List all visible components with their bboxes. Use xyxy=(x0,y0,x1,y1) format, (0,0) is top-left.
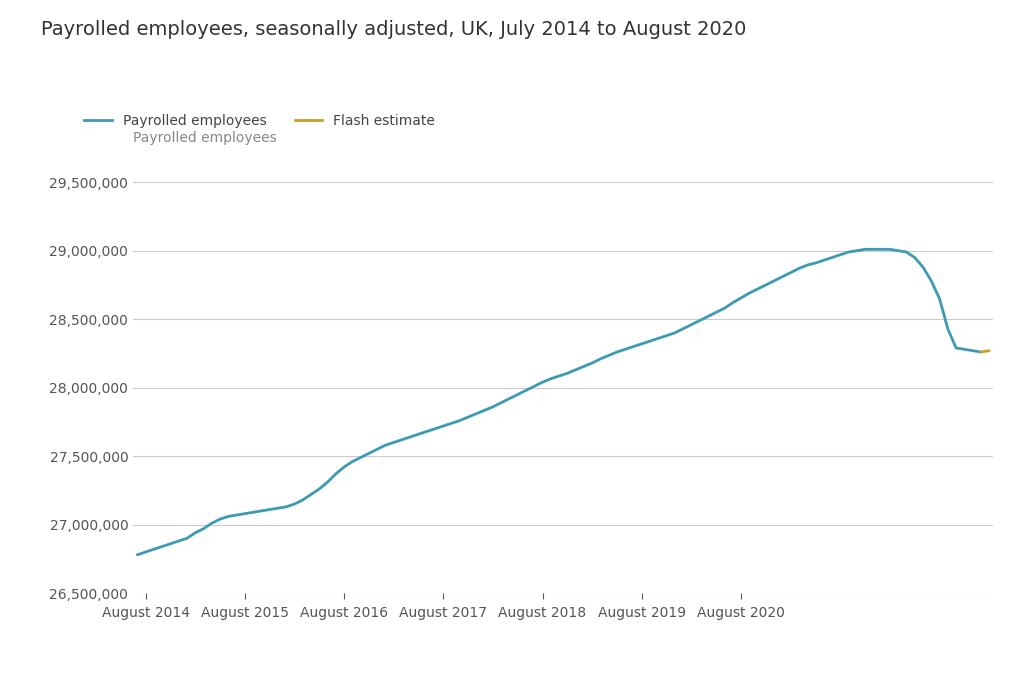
Legend: Payrolled employees, Flash estimate: Payrolled employees, Flash estimate xyxy=(79,108,441,133)
Text: Payrolled employees, seasonally adjusted, UK, July 2014 to August 2020: Payrolled employees, seasonally adjusted… xyxy=(41,20,746,39)
Text: Payrolled employees: Payrolled employees xyxy=(133,131,276,145)
